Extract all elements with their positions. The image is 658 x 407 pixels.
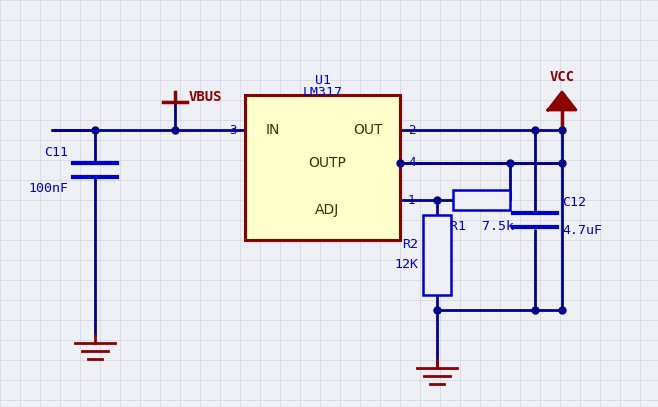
Text: 1: 1 (408, 193, 415, 206)
Text: C12: C12 (562, 195, 586, 208)
Polygon shape (548, 92, 576, 110)
Text: ADJ: ADJ (315, 203, 340, 217)
Bar (245, 95, 400, 240)
Bar (453, 190, 510, 210)
Text: R1  7.5k: R1 7.5k (449, 219, 513, 232)
Text: 4: 4 (408, 157, 415, 169)
Text: C11: C11 (44, 145, 68, 158)
Text: 2: 2 (408, 123, 415, 136)
Bar (423, 215, 451, 295)
Text: 12K: 12K (394, 258, 418, 271)
Text: LM317: LM317 (303, 87, 343, 99)
Text: IN: IN (266, 123, 280, 137)
Text: U1: U1 (315, 74, 330, 88)
Text: VBUS: VBUS (189, 90, 222, 104)
Text: 3: 3 (230, 123, 237, 136)
Text: 4.7uF: 4.7uF (562, 223, 602, 236)
Text: R2: R2 (402, 239, 418, 252)
Text: 100nF: 100nF (28, 182, 68, 195)
Text: VCC: VCC (549, 70, 574, 84)
Text: OUT: OUT (353, 123, 383, 137)
Text: OUTP: OUTP (309, 156, 347, 170)
